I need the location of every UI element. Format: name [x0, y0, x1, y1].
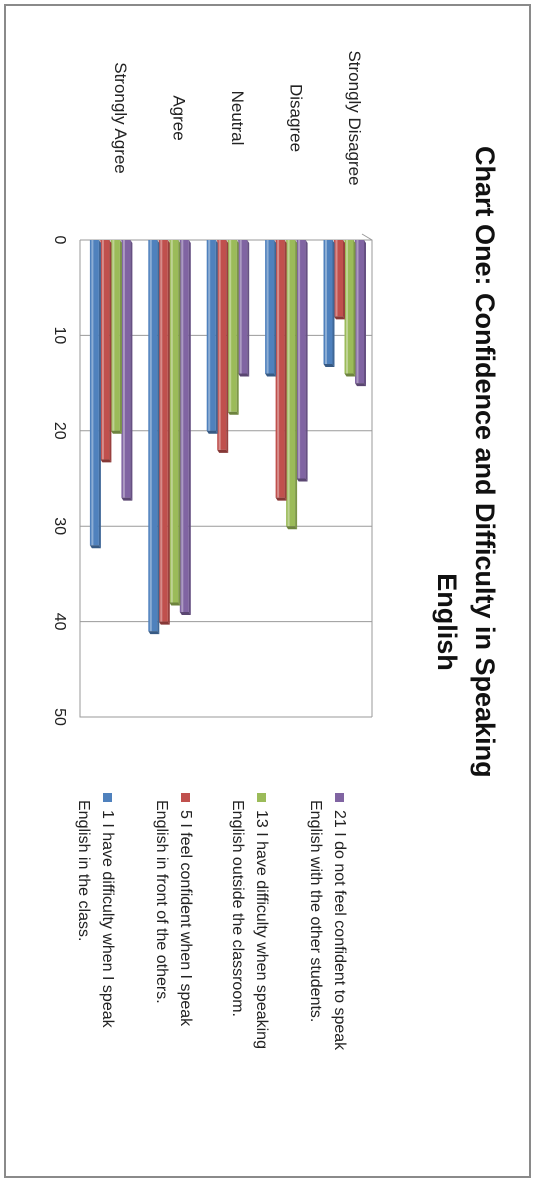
- category-label: Strongly Agree: [111, 62, 130, 174]
- tick-label: 50: [51, 708, 68, 726]
- tick-label: 10: [51, 327, 68, 345]
- chart-title: Chart One: Confidence and Difficulty in …: [432, 146, 500, 778]
- legend-label: 21 I do not feel confident to speak: [331, 810, 348, 1051]
- legend-swatch: [257, 793, 266, 802]
- category-label: Disagree: [286, 84, 305, 152]
- category-label: Strongly Disagree: [345, 50, 364, 185]
- legend-item: 21 I do not feel confident to speak Engli…: [307, 793, 348, 1051]
- bar: [227, 240, 239, 415]
- category-label: Agree: [170, 95, 189, 140]
- legend-label: English outside the classroom.: [229, 800, 246, 1017]
- chart-title-line: English: [432, 573, 462, 671]
- bar: [158, 240, 170, 625]
- bar: [121, 240, 133, 501]
- bar: [334, 240, 345, 320]
- bar: [286, 240, 298, 530]
- legend: 21 I do not feel confident to speak Engli…: [75, 793, 348, 1051]
- bar: [179, 240, 191, 616]
- chart-title-line: Chart One: Confidence and Difficulty in …: [470, 146, 500, 778]
- bar: [265, 240, 277, 377]
- bar: [217, 240, 229, 453]
- bar: [89, 240, 101, 549]
- legend-label: 5 I feel confident when I speak: [177, 810, 194, 1027]
- category-label: Neutral: [228, 91, 247, 146]
- bar: [148, 240, 160, 635]
- legend-label: 13 I have difficulty when speaking: [253, 810, 270, 1049]
- legend-label: English in front of the others.: [153, 800, 170, 1004]
- tick-label: 30: [51, 517, 68, 535]
- chart-frame: [4, 4, 531, 1178]
- bar: [323, 240, 335, 368]
- legend-item: 13 I have difficulty when speaking Englis…: [229, 793, 270, 1049]
- legend-item: 5 I feel confident when I speak English i…: [153, 793, 194, 1027]
- bar: [275, 240, 287, 501]
- legend-label: 1 I have difficulty when I speak: [99, 810, 116, 1029]
- bar: [296, 240, 308, 482]
- bar: [100, 240, 112, 463]
- legend-swatch: [335, 793, 344, 802]
- bar: [355, 240, 366, 387]
- bar: [206, 240, 218, 434]
- legend-item: 1 I have difficulty when I speak English …: [75, 793, 116, 1029]
- legend-label: English in the class.: [75, 800, 92, 941]
- tick-label: 0: [51, 236, 68, 245]
- legend-label: English with the other students.: [307, 800, 324, 1022]
- bar: [110, 240, 122, 434]
- bars: [89, 240, 366, 635]
- legend-swatch: [103, 793, 112, 802]
- legend-swatch: [181, 793, 190, 802]
- bar: [238, 240, 250, 377]
- bar: [169, 240, 181, 606]
- bar: [344, 240, 356, 377]
- tick-label: 40: [51, 613, 68, 631]
- tick-label: 20: [51, 422, 68, 440]
